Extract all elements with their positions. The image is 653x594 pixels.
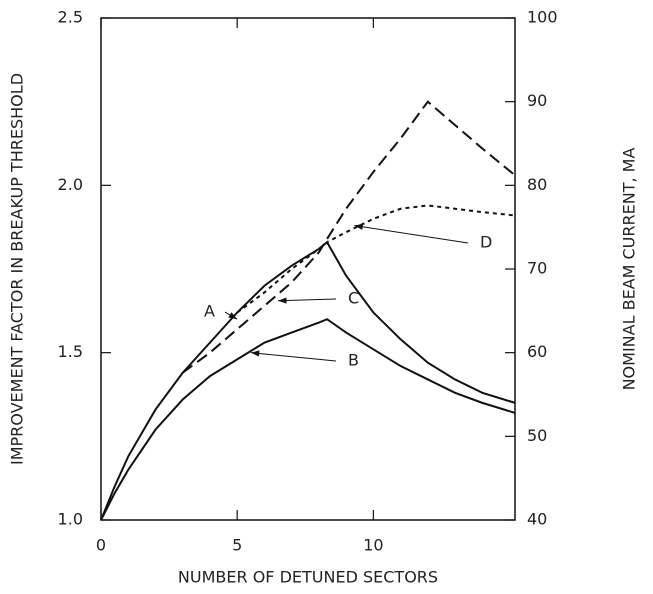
arrowhead bbox=[228, 312, 238, 320]
y-axis-label: IMPROVEMENT FACTOR IN BREAKUP THRESHOLD bbox=[8, 73, 27, 465]
curve-label: A bbox=[204, 302, 215, 321]
x-tick-label: 10 bbox=[363, 536, 383, 555]
data-line bbox=[100, 240, 516, 521]
y2-tick-label: 80 bbox=[527, 175, 547, 194]
y-tick-label: 1.0 bbox=[58, 510, 83, 529]
curve-label: B bbox=[348, 351, 359, 370]
y-tick-label: 1.5 bbox=[58, 342, 83, 361]
y-tick-label: 2.0 bbox=[58, 175, 83, 194]
plot-frame bbox=[100, 17, 516, 521]
leader bbox=[278, 298, 337, 302]
y2-tick-label: 60 bbox=[527, 342, 547, 361]
data-line bbox=[100, 318, 516, 521]
y2-tick-label: 100 bbox=[527, 8, 558, 27]
leader bbox=[250, 352, 337, 362]
leader bbox=[354, 224, 469, 244]
data-line bbox=[182, 100, 516, 374]
arrowhead bbox=[250, 350, 260, 357]
data-line bbox=[236, 204, 516, 314]
y2-tick-label: 70 bbox=[527, 259, 547, 278]
x-tick-label: 0 bbox=[96, 536, 106, 555]
y2-tick-label: 90 bbox=[527, 91, 547, 110]
y2-axis-label: NOMINAL BEAM CURRENT, MA bbox=[620, 148, 639, 391]
curve-label: D bbox=[480, 233, 492, 252]
y2-tick-label: 40 bbox=[527, 510, 547, 529]
y2-tick-label: 50 bbox=[527, 426, 547, 445]
arrowhead bbox=[354, 223, 364, 230]
y-tick-label: 2.5 bbox=[58, 8, 83, 27]
curve-label: C bbox=[348, 289, 359, 308]
x-tick-label: 5 bbox=[232, 536, 242, 555]
arrowhead bbox=[278, 297, 287, 304]
x-axis-label: NUMBER OF DETUNED SECTORS bbox=[178, 568, 438, 587]
